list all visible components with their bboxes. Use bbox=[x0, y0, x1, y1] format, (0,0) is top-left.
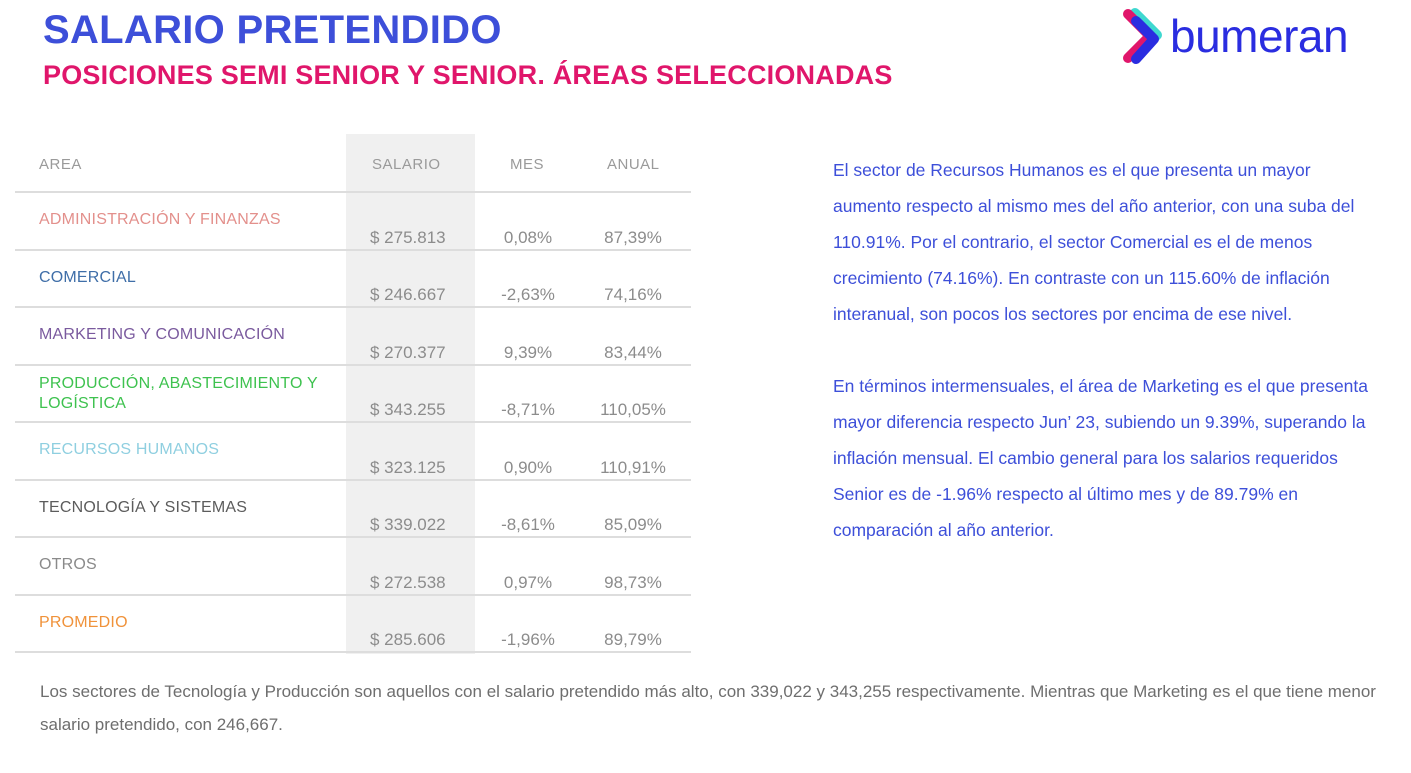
anual-value: 74,16% bbox=[604, 285, 662, 304]
anual-value: 98,73% bbox=[604, 572, 662, 592]
mes-value: 0,90% bbox=[503, 457, 553, 477]
table-row: RECURSOS HUMANOS $ 323.125 0,90% 110,91% bbox=[15, 423, 691, 481]
salario-value: $ 339.022 bbox=[370, 515, 446, 534]
bumeran-logo: bumeran bbox=[1122, 8, 1349, 64]
salario-value: $ 285.606 bbox=[370, 630, 446, 649]
anual-value: 85,09% bbox=[604, 515, 662, 534]
table-row: PRODUCCIÓN, ABASTECIMIENTO Y LOGÍSTICA $… bbox=[15, 366, 691, 423]
anual-value: 89,79% bbox=[604, 630, 662, 649]
mes-value: 9,39% bbox=[503, 342, 553, 362]
anual-value: 83,44% bbox=[604, 342, 662, 362]
anual-value: 110,05% bbox=[600, 400, 666, 419]
area-label: PRODUCCIÓN, ABASTECIMIENTO Y LOGÍSTICA bbox=[39, 374, 318, 412]
table-row: MARKETING Y COMUNICACIÓN $ 270.377 9,39%… bbox=[15, 308, 691, 366]
logo-text: bumeran bbox=[1170, 10, 1349, 62]
footer-summary: Los sectores de Tecnología y Producción … bbox=[40, 682, 1376, 734]
anual-value: 110,91% bbox=[600, 457, 666, 477]
salary-column-highlight bbox=[346, 134, 475, 654]
page-title: SALARIO PRETENDIDO bbox=[43, 8, 502, 52]
bumeran-chevron-icon bbox=[1122, 8, 1166, 64]
header-salario: SALARIO bbox=[372, 156, 441, 173]
area-label: OTROS bbox=[39, 556, 97, 573]
area-label: COMERCIAL bbox=[39, 268, 136, 286]
table-row: OTROS $ 272.538 0,97% 98,73% bbox=[15, 538, 691, 596]
page-subtitle: POSICIONES SEMI SENIOR Y SENIOR. ÁREAS S… bbox=[43, 60, 893, 90]
table-row: ADMINISTRACIÓN Y FINANZAS $ 275.813 0,08… bbox=[15, 193, 691, 251]
mes-value: -8,61% bbox=[501, 515, 555, 534]
table-row: TECNOLOGÍA Y SISTEMAS $ 339.022 -8,61% 8… bbox=[15, 481, 691, 538]
header-anual: ANUAL bbox=[607, 156, 660, 173]
area-label: TECNOLOGÍA Y SISTEMAS bbox=[39, 498, 248, 516]
salario-value: $ 272.538 bbox=[370, 572, 446, 592]
salario-value: $ 270.377 bbox=[370, 342, 446, 362]
mes-value: -8,71% bbox=[501, 400, 555, 419]
anual-value: 87,39% bbox=[604, 227, 662, 247]
salary-table: AREA SALARIO MES ANUAL ADMINISTRACIÓN Y … bbox=[15, 134, 691, 654]
area-label: ADMINISTRACIÓN Y FINANZAS bbox=[39, 211, 281, 228]
analysis-paragraph-annual: El sector de Recursos Humanos es el que … bbox=[833, 160, 1355, 324]
mes-value: 0,08% bbox=[503, 227, 553, 247]
table-row: COMERCIAL $ 246.667 -2,63% 74,16% bbox=[15, 251, 691, 308]
mes-value: -1,96% bbox=[501, 630, 555, 649]
mes-value: 0,97% bbox=[503, 572, 553, 592]
header-area: AREA bbox=[39, 156, 82, 173]
salario-value: $ 323.125 bbox=[370, 457, 446, 477]
salario-value: $ 275.813 bbox=[370, 227, 446, 247]
mes-value: -2,63% bbox=[501, 285, 555, 304]
analysis-paragraph-monthly: En términos intermensuales, el área de M… bbox=[833, 376, 1369, 540]
salario-value: $ 343.255 bbox=[370, 400, 446, 419]
header-mes: MES bbox=[510, 156, 545, 173]
salario-value: $ 246.667 bbox=[370, 285, 446, 304]
table-header: AREA SALARIO MES ANUAL bbox=[15, 134, 691, 193]
area-label: PROMEDIO bbox=[39, 613, 128, 631]
analysis-text: El sector de Recursos Humanos es el que … bbox=[833, 152, 1373, 548]
area-label: RECURSOS HUMANOS bbox=[39, 441, 220, 458]
table-row-average: PROMEDIO $ 285.606 -1,96% 89,79% bbox=[15, 596, 691, 653]
area-label: MARKETING Y COMUNICACIÓN bbox=[39, 326, 286, 343]
